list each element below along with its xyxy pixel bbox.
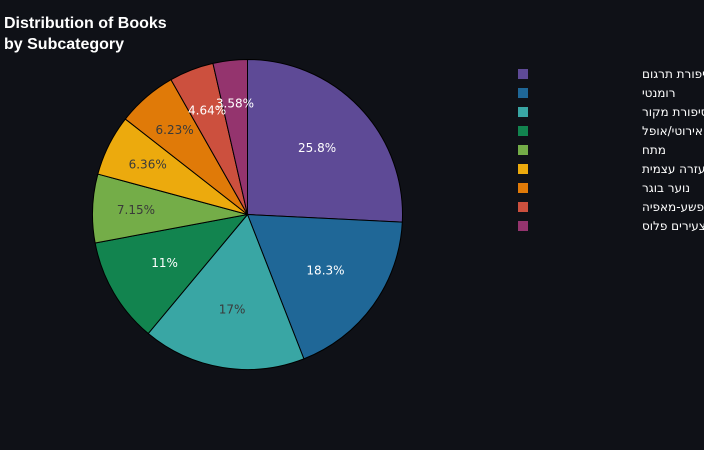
legend-swatch [518,221,528,231]
legend-swatch [518,107,528,117]
legend-item[interactable]: רומנטי [518,86,675,100]
legend-label: רומנטי [642,86,675,100]
pie-slices [92,58,403,370]
legend-swatch [518,69,528,79]
legend-item[interactable]: סיפורת מקור [518,105,704,119]
slice-label: 3.58% [216,97,254,111]
legend-swatch [518,183,528,193]
legend-label: סיפורת מקור [642,105,704,119]
legend-label: רומנטי/צעירים פלוס [642,219,704,233]
pie-slice[interactable] [246,213,403,360]
pie-slice[interactable] [247,58,403,223]
pie-slice[interactable] [212,58,248,215]
legend-label: סיפורת תרגום [642,67,704,81]
legend-item[interactable]: נוער בוגר [518,181,690,195]
legend-swatch [518,126,528,136]
legend-swatch [518,145,528,155]
legend-item[interactable]: רומנטי/צעירים פלוס [518,219,704,233]
slice-label: 6.23% [156,123,194,137]
slice-label: 18.3% [306,264,344,278]
chart-title: Distribution of Books by Subcategory [4,13,167,55]
legend-label: פסיכולוגיה מודעות ועזרה עצמית [642,162,704,176]
legend-item[interactable]: מתח [518,143,666,157]
legend-label: אירוטי/אופל [642,124,703,138]
chart-title-line-2: by Subcategory [4,36,125,53]
slice-label: 6.36% [129,158,167,172]
legend-item[interactable]: סיפורת תרגום [518,67,704,81]
pie-slice[interactable] [94,213,249,335]
slice-label: 17% [219,302,246,316]
slice-label: 11% [151,256,178,270]
legend[interactable]: סיפורת תרגום רומנטי סיפורת מקור אירוטי/אופל… [518,67,704,233]
legend-swatch [518,202,528,212]
legend-label: נוער בוגר [642,181,690,195]
slice-label: 25.8% [298,141,336,155]
legend-item[interactable]: פסיכולוגיה מודעות ועזרה עצמית [518,162,704,176]
legend-swatch [518,88,528,98]
legend-label: רומנטי/ פשע-מאפיה [642,200,704,214]
legend-label: מתח [642,143,666,157]
legend-item[interactable]: אירוטי/אופל [518,124,703,138]
slice-label: 4.64% [188,103,226,117]
pie-slice[interactable] [147,213,305,370]
slice-label: 7.15% [117,203,155,217]
slice-labels: 25.8% 18.3% 17% 11% 7.15% 6.36% 6.23% 4.64%3.58… [117,97,345,317]
legend-swatch [518,164,528,174]
chart-title-line-1: Distribution of Books [4,15,167,32]
legend-item[interactable]: רומנטי/ פשע-מאפיה [518,200,704,214]
